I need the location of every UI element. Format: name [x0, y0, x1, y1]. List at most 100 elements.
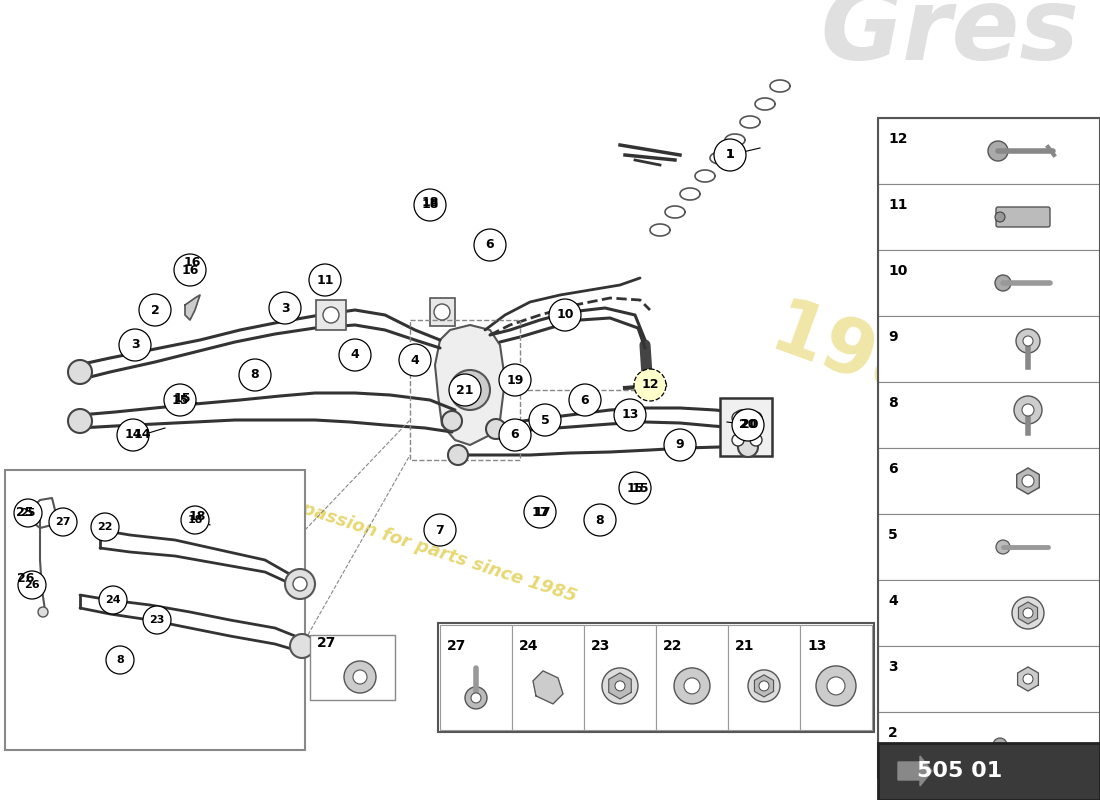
Circle shape: [529, 404, 561, 436]
Text: 23: 23: [591, 639, 611, 653]
FancyBboxPatch shape: [656, 625, 728, 730]
Circle shape: [674, 668, 710, 704]
Text: 13: 13: [807, 639, 826, 653]
Circle shape: [448, 445, 468, 465]
Circle shape: [1023, 336, 1033, 346]
Text: 27: 27: [55, 517, 70, 527]
Circle shape: [750, 434, 762, 446]
Circle shape: [434, 304, 450, 320]
Circle shape: [353, 670, 367, 684]
Text: 25: 25: [16, 506, 34, 519]
Circle shape: [549, 299, 581, 331]
Text: 2: 2: [888, 726, 898, 740]
Text: 6: 6: [510, 429, 519, 442]
Circle shape: [714, 139, 746, 171]
FancyBboxPatch shape: [878, 743, 1100, 800]
Text: 5: 5: [540, 414, 549, 426]
Circle shape: [424, 514, 456, 546]
Circle shape: [1022, 475, 1034, 487]
Text: 3: 3: [131, 338, 140, 351]
FancyBboxPatch shape: [878, 448, 1100, 514]
Text: 3: 3: [888, 660, 898, 674]
Circle shape: [499, 419, 531, 451]
Text: 23: 23: [150, 615, 165, 625]
Circle shape: [1022, 404, 1034, 416]
Text: 15: 15: [174, 391, 190, 405]
Circle shape: [14, 499, 42, 527]
Polygon shape: [1019, 602, 1037, 624]
Polygon shape: [534, 671, 563, 704]
Text: 9: 9: [888, 330, 898, 344]
Circle shape: [988, 141, 1008, 161]
Circle shape: [18, 571, 46, 599]
Circle shape: [50, 508, 77, 536]
Circle shape: [39, 607, 48, 617]
Circle shape: [309, 264, 341, 296]
Text: 8: 8: [888, 396, 898, 410]
FancyBboxPatch shape: [878, 118, 1100, 184]
Text: 16: 16: [184, 255, 200, 269]
Circle shape: [119, 329, 151, 361]
Circle shape: [738, 437, 758, 457]
Circle shape: [164, 384, 196, 416]
FancyBboxPatch shape: [878, 316, 1100, 382]
Circle shape: [993, 738, 1007, 752]
FancyBboxPatch shape: [440, 625, 512, 730]
Text: 27: 27: [447, 639, 466, 653]
Text: 24: 24: [519, 639, 539, 653]
Text: 24: 24: [106, 595, 121, 605]
Text: 18: 18: [188, 510, 206, 522]
Circle shape: [486, 419, 506, 439]
FancyBboxPatch shape: [720, 398, 772, 456]
Text: 15: 15: [631, 482, 649, 494]
Text: 17: 17: [531, 506, 549, 518]
Circle shape: [450, 370, 490, 410]
FancyBboxPatch shape: [316, 300, 346, 330]
Circle shape: [615, 681, 625, 691]
Circle shape: [1023, 674, 1033, 684]
Text: 1985: 1985: [760, 294, 986, 436]
Polygon shape: [185, 295, 200, 320]
Circle shape: [1016, 329, 1040, 353]
Circle shape: [106, 646, 134, 674]
Text: 5: 5: [888, 528, 898, 542]
Text: 20: 20: [739, 418, 757, 431]
Circle shape: [285, 569, 315, 599]
Circle shape: [748, 670, 780, 702]
FancyBboxPatch shape: [800, 625, 872, 730]
Circle shape: [759, 681, 769, 691]
Circle shape: [139, 294, 170, 326]
Text: 26: 26: [18, 571, 35, 585]
Text: 7: 7: [436, 523, 444, 537]
Circle shape: [471, 693, 481, 703]
Text: 12: 12: [641, 378, 659, 391]
Text: 13: 13: [621, 409, 639, 422]
Text: 11: 11: [888, 198, 907, 212]
Circle shape: [474, 229, 506, 261]
Circle shape: [1012, 597, 1044, 629]
Text: 16: 16: [182, 263, 199, 277]
Circle shape: [732, 409, 764, 441]
Circle shape: [750, 412, 762, 424]
FancyBboxPatch shape: [6, 470, 305, 750]
Circle shape: [182, 506, 209, 534]
Polygon shape: [755, 675, 773, 697]
Text: 12: 12: [888, 132, 907, 146]
Text: 6: 6: [888, 462, 898, 476]
Text: 22: 22: [97, 522, 112, 532]
Text: 18: 18: [421, 198, 439, 211]
Polygon shape: [608, 673, 631, 699]
Circle shape: [399, 344, 431, 376]
Text: 10: 10: [888, 264, 907, 278]
Circle shape: [996, 275, 1011, 291]
Text: Gres: Gres: [820, 0, 1079, 81]
Circle shape: [684, 678, 700, 694]
FancyBboxPatch shape: [878, 514, 1100, 580]
Text: 14: 14: [133, 429, 151, 442]
Circle shape: [584, 504, 616, 536]
Circle shape: [996, 212, 1005, 222]
FancyBboxPatch shape: [878, 184, 1100, 250]
FancyBboxPatch shape: [878, 250, 1100, 316]
Text: 26: 26: [24, 580, 40, 590]
Text: 21: 21: [456, 383, 474, 397]
